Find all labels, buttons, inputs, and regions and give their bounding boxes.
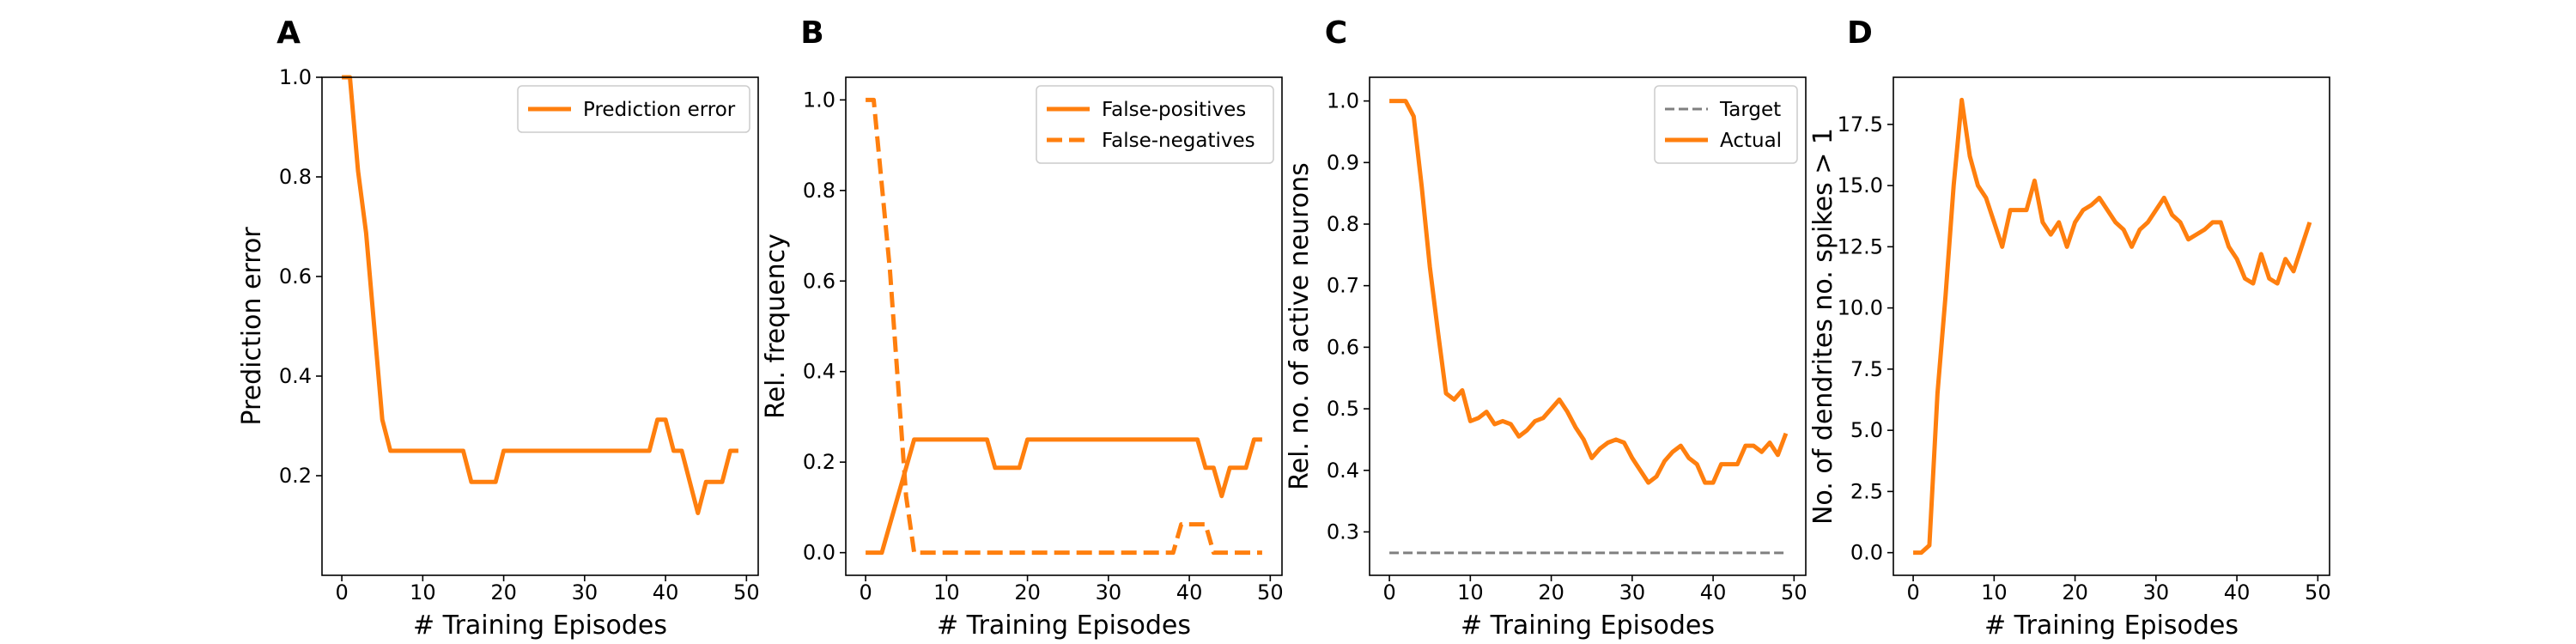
y-tick-label: 1.0 [279,65,312,89]
y-tick-label: 0.4 [279,364,312,388]
y-tick-label: 0.4 [1327,459,1359,483]
x-axis-label: # Training Episodes [1461,611,1715,641]
panel-b: B 0 10 20 30 40 50 0.0 0.2 0.4 0.6 0.8 1.0 # Training… [761,15,1284,641]
y-axis-label: No. of dendrites no. spikes > 1 [1808,128,1838,525]
y-tick-label: 0.2 [279,464,312,488]
x-tick-label: 30 [1619,580,1646,605]
x-tick-label: 0 [1906,580,1919,605]
legend-label: False-positives [1102,99,1246,121]
y-tick-label: 2.5 [1850,479,1883,503]
series-line-false-negatives [866,97,1262,556]
y-tick-label: 0.0 [803,541,835,565]
y-tick-label: 15.0 [1838,173,1883,197]
y-tick-label: 0.6 [803,269,835,293]
y-tick-label: 0.0 [1850,541,1883,565]
y-tick-label: 0.6 [1327,335,1359,359]
y-tick-label: 0.8 [1327,212,1359,236]
x-tick-label: 50 [733,580,760,605]
y-tick-label: 17.5 [1838,112,1883,137]
x-tick-label: 10 [410,580,436,605]
y-tick-label: 1.0 [803,88,835,112]
panel-c: C 0 10 20 30 40 50 0.3 0.4 0.5 0.6 0.7 0.8 0.9 1.0 # Tr… [1285,15,1807,641]
x-tick-label: 20 [1014,580,1041,605]
legend-box [1036,85,1274,164]
x-tick-label: 30 [2143,580,2170,605]
x-tick-label: 40 [1176,580,1203,605]
legend: Target Actual [1654,85,1798,164]
y-tick-label: 0.2 [803,450,835,474]
x-tick-label: 30 [1096,580,1122,605]
x-tick-label: 10 [1457,580,1484,605]
x-tick-label: 40 [653,580,679,605]
legend-box [1654,85,1798,164]
panel-a: A 0 10 20 30 40 50 0.2 0.4 0.6 0.8 1.0 # Training Ep… [237,15,760,641]
y-tick-label: 0.8 [279,165,312,189]
panel-letter: C [1325,15,1347,51]
legend-label: False-negatives [1102,130,1255,152]
y-axis-label: Prediction error [237,227,267,426]
x-tick-label: 0 [859,580,872,605]
y-tick-label: 0.4 [803,360,835,384]
legend: Prediction error [517,85,750,133]
x-tick-label: 50 [2305,580,2331,605]
y-tick-label: 0.5 [1327,397,1359,421]
y-tick-label: 0.9 [1327,150,1359,174]
x-tick-label: 50 [1781,580,1807,605]
x-tick-label: 50 [1257,580,1284,605]
x-tick-label: 0 [1382,580,1395,605]
axes-frame [845,76,1283,576]
legend: False-positives False-negatives [1036,85,1274,164]
axes-frame [321,76,759,576]
x-tick-label: 20 [2062,580,2088,605]
y-tick-label: 0.6 [279,264,312,289]
panel-d: D 0 10 20 30 40 50 0.0 2.5 5.0 7.5 10.0 12.5 15.0 17.5… [1808,15,2331,641]
y-tick-label: 12.5 [1838,234,1883,258]
series-line [1913,97,2312,556]
y-tick-label: 0.7 [1327,274,1359,298]
axes-frame [1893,76,2330,576]
legend-box [517,85,750,133]
x-axis-label: # Training Episodes [937,611,1191,641]
panel-letter: B [800,15,823,51]
y-axis-label: Rel. no. of active neurons [1285,162,1315,490]
legend-label: Prediction error [583,99,736,121]
y-tick-label: 0.8 [803,179,835,203]
x-tick-label: 20 [1538,580,1564,605]
x-tick-label: 10 [1981,580,2008,605]
series-line-prediction-error [342,75,738,515]
y-tick-label: 7.5 [1850,357,1883,381]
y-tick-label: 10.0 [1838,296,1883,320]
x-tick-label: 30 [572,580,598,605]
panel-letter: D [1847,15,1873,51]
series-line-actual [1389,99,1789,485]
x-tick-label: 20 [490,580,517,605]
y-tick-label: 1.0 [1327,89,1359,113]
y-axis-label: Rel. frequency [761,234,791,419]
x-tick-label: 10 [933,580,960,605]
panel-letter: A [276,15,301,51]
y-tick-label: 0.3 [1327,519,1359,544]
legend-label: Actual [1720,130,1782,152]
x-axis-label: # Training Episodes [413,611,667,641]
axes-frame [1369,76,1807,576]
x-tick-label: 40 [2224,580,2251,605]
y-tick-label: 5.0 [1850,418,1883,442]
series-line-false-positives [866,437,1262,556]
legend-label: Target [1719,99,1781,121]
x-tick-label: 40 [1700,580,1727,605]
x-axis-label: # Training Episodes [1984,611,2239,641]
x-tick-label: 0 [335,580,348,605]
